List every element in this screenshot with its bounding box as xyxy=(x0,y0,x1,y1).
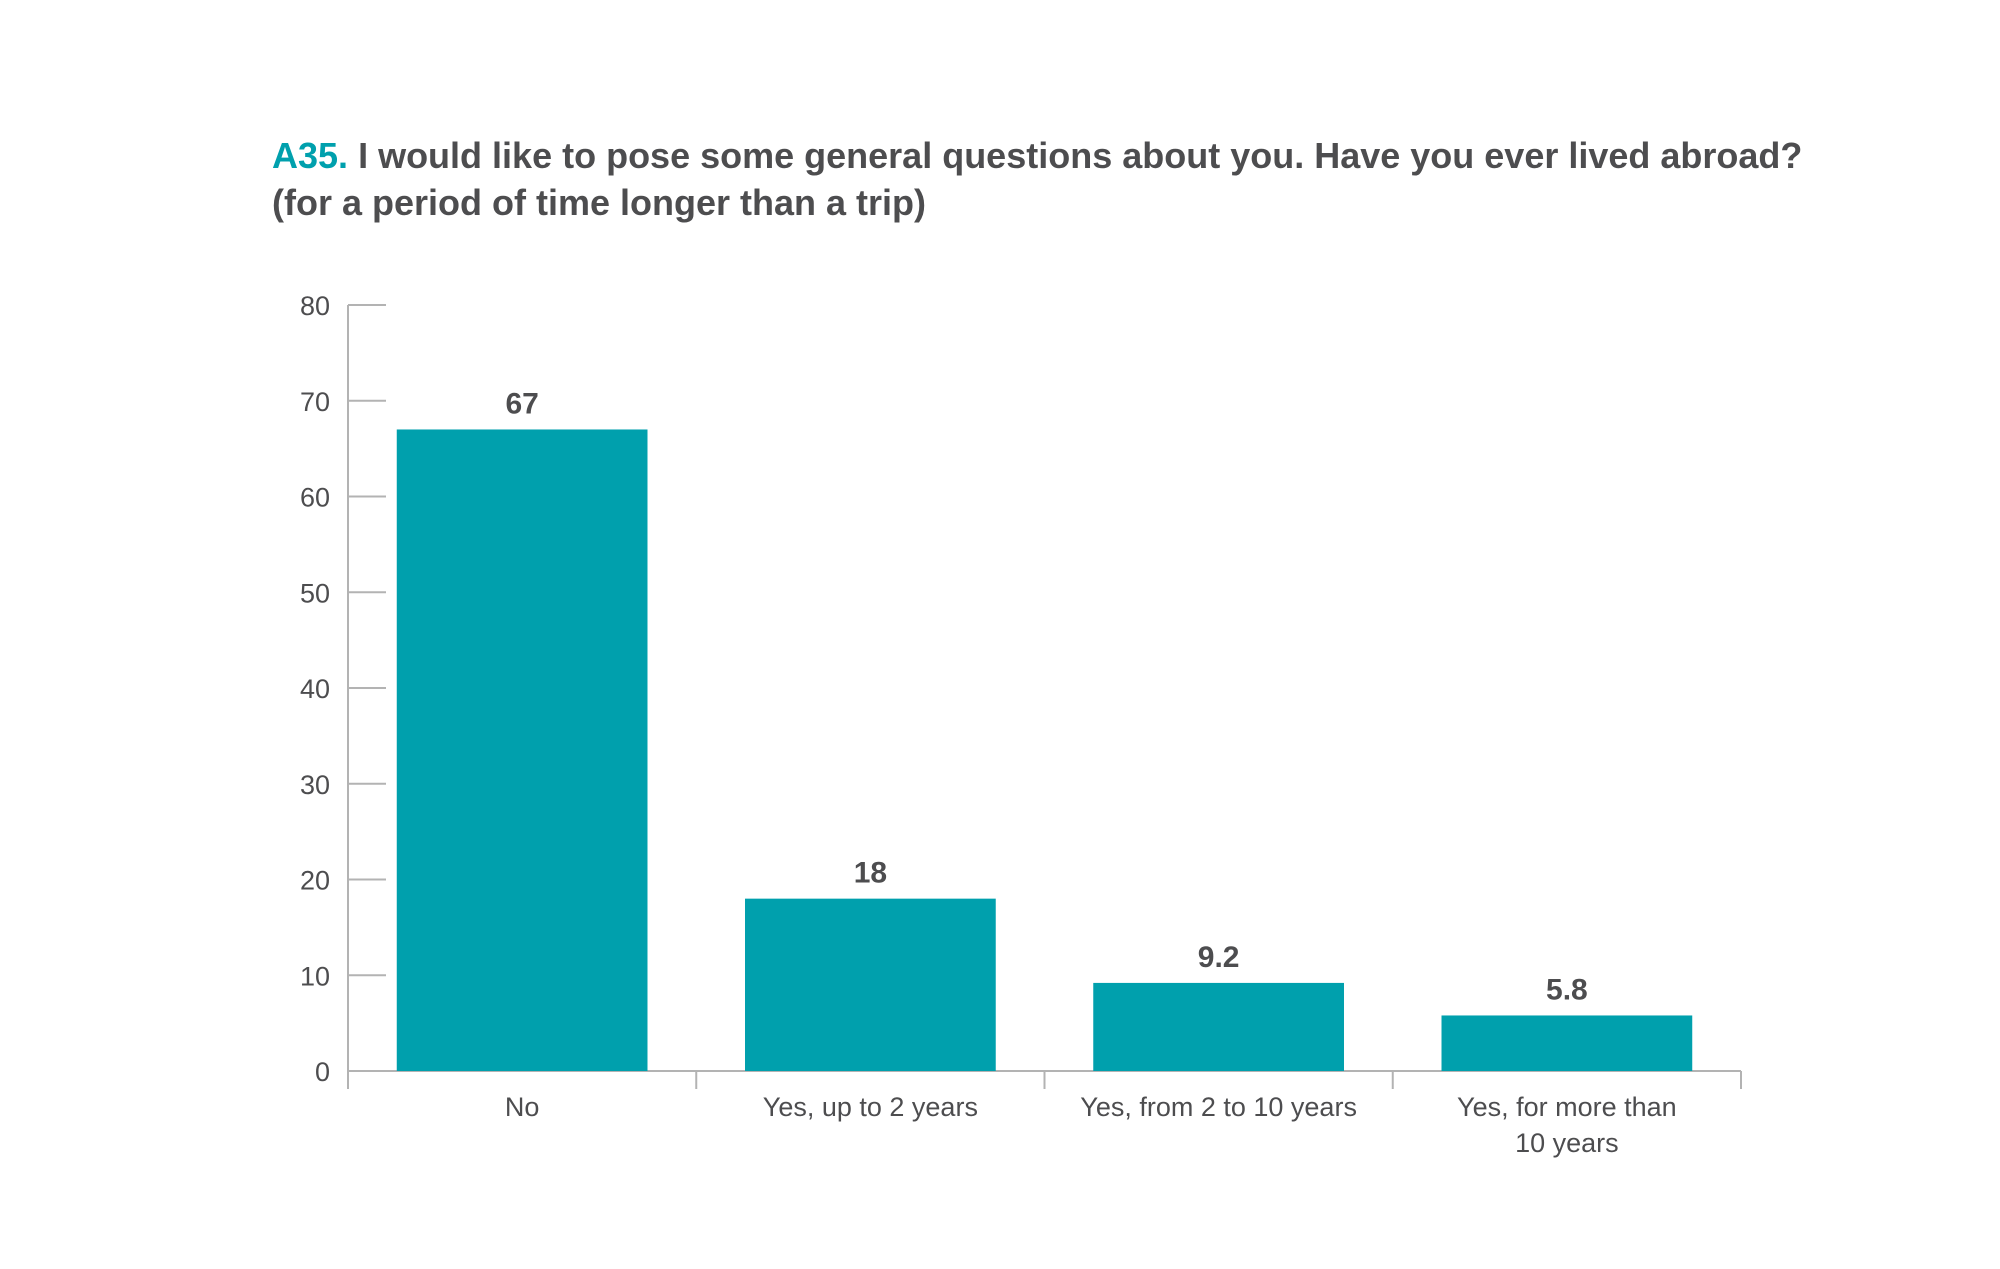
chart-labels: 67 No 18 Yes, up to 2 years 9.2 Yes, from 2 t… xyxy=(505,387,1677,1158)
y-tick-label: 80 xyxy=(300,291,330,321)
y-tick-label: 20 xyxy=(300,866,330,896)
y-tick-label: 70 xyxy=(300,387,330,417)
y-tick-label: 10 xyxy=(300,961,330,991)
y-tick-label: 60 xyxy=(300,483,330,513)
data-label: 5.8 xyxy=(1546,973,1588,1006)
data-label: 18 xyxy=(854,857,887,890)
x-tick-label: No xyxy=(505,1092,540,1122)
x-tick-label: Yes, for more than xyxy=(1457,1092,1677,1122)
x-tick-label: Yes, up to 2 years xyxy=(763,1092,978,1122)
bar xyxy=(396,429,648,1072)
y-tick-label: 50 xyxy=(300,578,330,608)
data-label: 67 xyxy=(505,387,538,420)
bar xyxy=(1093,982,1344,1071)
bar xyxy=(1441,1015,1693,1071)
data-label: 9.2 xyxy=(1198,941,1240,974)
y-tick-label: 0 xyxy=(315,1057,330,1087)
chart-title: A35. I would like to pose some general q… xyxy=(272,132,1952,226)
bar xyxy=(745,898,996,1071)
x-tick-label: 10 years xyxy=(1515,1128,1619,1158)
x-tick-label: Yes, from 2 to 10 years xyxy=(1080,1092,1357,1122)
y-tick-label: 30 xyxy=(300,770,330,800)
question-text: I would like to pose some general questi… xyxy=(358,135,1803,176)
y-tick-label: 40 xyxy=(300,674,330,704)
chart-bars xyxy=(396,429,1693,1072)
question-id: A35. xyxy=(272,135,349,176)
question-subtext: (for a period of time longer than a trip… xyxy=(272,182,927,223)
